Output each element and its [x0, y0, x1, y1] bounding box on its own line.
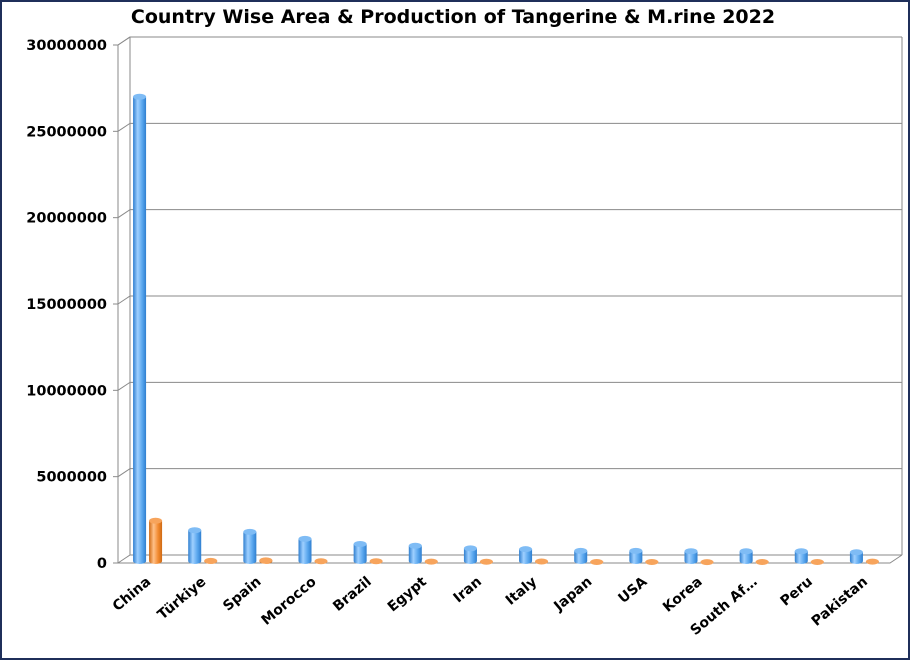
bar-top-series2-Peru [810, 558, 824, 565]
gridline [117, 36, 902, 46]
bar-top-series2-Iran [479, 558, 493, 565]
grid-layer [113, 36, 903, 564]
bar-top-series1-Brazil [353, 541, 367, 548]
bar-top-series2-Morocco [314, 558, 328, 565]
y-tick-label: 25000000 [26, 124, 107, 140]
y-tick-label: 30000000 [26, 38, 107, 54]
x-tick-label: Japan [550, 574, 595, 615]
bar-series1-Brazil [353, 544, 367, 564]
y-tick-label: 0 [97, 556, 107, 572]
bar-series1-Iran [463, 548, 477, 564]
y-tick-label: 10000000 [26, 383, 107, 399]
bar-top-series2-China [149, 517, 163, 524]
bar-top-series1-Türkiye [188, 527, 202, 534]
bar-top-series1-Italy [519, 546, 533, 553]
y-tick-label: 5000000 [36, 470, 107, 486]
floor-front [118, 554, 903, 564]
bar-top-series1-South Af… [739, 548, 753, 555]
bar-top-series1-Pakistan [849, 549, 863, 556]
bar-top-series1-Japan [574, 547, 588, 554]
bar-series1-USA [629, 550, 643, 564]
bar-top-series1-Peru [794, 548, 808, 555]
bar-layer [133, 93, 879, 566]
bar-top-series1-Iran [463, 545, 477, 552]
y-tick-label: 20000000 [26, 211, 107, 227]
gridline [117, 554, 902, 564]
x-tick-label: Brazil [330, 574, 375, 615]
bar-top-series2-South Af… [755, 558, 769, 565]
x-tick-label: Korea [660, 574, 706, 616]
x-tick-label: Italy [503, 574, 540, 609]
x-tick-label: Peru [778, 574, 816, 610]
gridline [117, 468, 902, 478]
bar-series1-Türkiye [188, 530, 202, 564]
bar-series1-Japan [574, 550, 588, 564]
x-tick-label: Pakistan [809, 574, 871, 630]
bar-series1-China [133, 96, 147, 565]
bar-top-series2-Japan [590, 558, 604, 565]
bar-top-series2-Korea [700, 559, 714, 566]
gridline [117, 209, 902, 219]
bar-top-series2-Spain [259, 557, 273, 564]
bar-top-series1-Egypt [408, 542, 422, 549]
x-tick-label: Türkiye [155, 574, 210, 623]
bar-top-series2-Brazil [369, 558, 383, 565]
bar-top-series1-Korea [684, 548, 698, 555]
x-tick-label: Iran [451, 574, 485, 607]
bar-top-series2-Türkiye [204, 557, 218, 564]
x-tick-label: Spain [220, 574, 264, 615]
gridline [117, 122, 902, 132]
gridline [117, 295, 902, 305]
bar-top-series2-Italy [535, 558, 549, 565]
bar-top-series2-Pakistan [865, 558, 879, 565]
back-wall-top [117, 36, 902, 46]
x-tick-label: Egypt [385, 574, 430, 616]
bar-series2-China [149, 520, 163, 564]
bar-series1-Pakistan [849, 552, 863, 564]
bar-top-series1-Spain [243, 528, 257, 535]
bar-series1-Korea [684, 551, 698, 564]
bar-series1-Egypt [408, 545, 422, 564]
bar-series1-Italy [519, 549, 533, 564]
x-tick-label: Morocco [259, 574, 320, 629]
bar-top-series2-USA [645, 558, 659, 565]
bar-series1-Peru [794, 551, 808, 564]
y-tick-label: 15000000 [26, 297, 107, 313]
bar-top-series1-USA [629, 547, 643, 554]
bar-top-series2-Egypt [424, 558, 438, 565]
x-tick-label: China [110, 574, 154, 615]
bar-top-series1-Morocco [298, 535, 312, 542]
x-tick-label: USA [615, 574, 650, 607]
bar-series1-Morocco [298, 538, 312, 564]
bar-series1-South Af… [739, 551, 753, 564]
bar-series1-Spain [243, 531, 257, 564]
bar-top-series1-China [133, 93, 147, 100]
chart-title: Country Wise Area & Production of Tanger… [130, 6, 776, 28]
gridline [117, 381, 902, 391]
